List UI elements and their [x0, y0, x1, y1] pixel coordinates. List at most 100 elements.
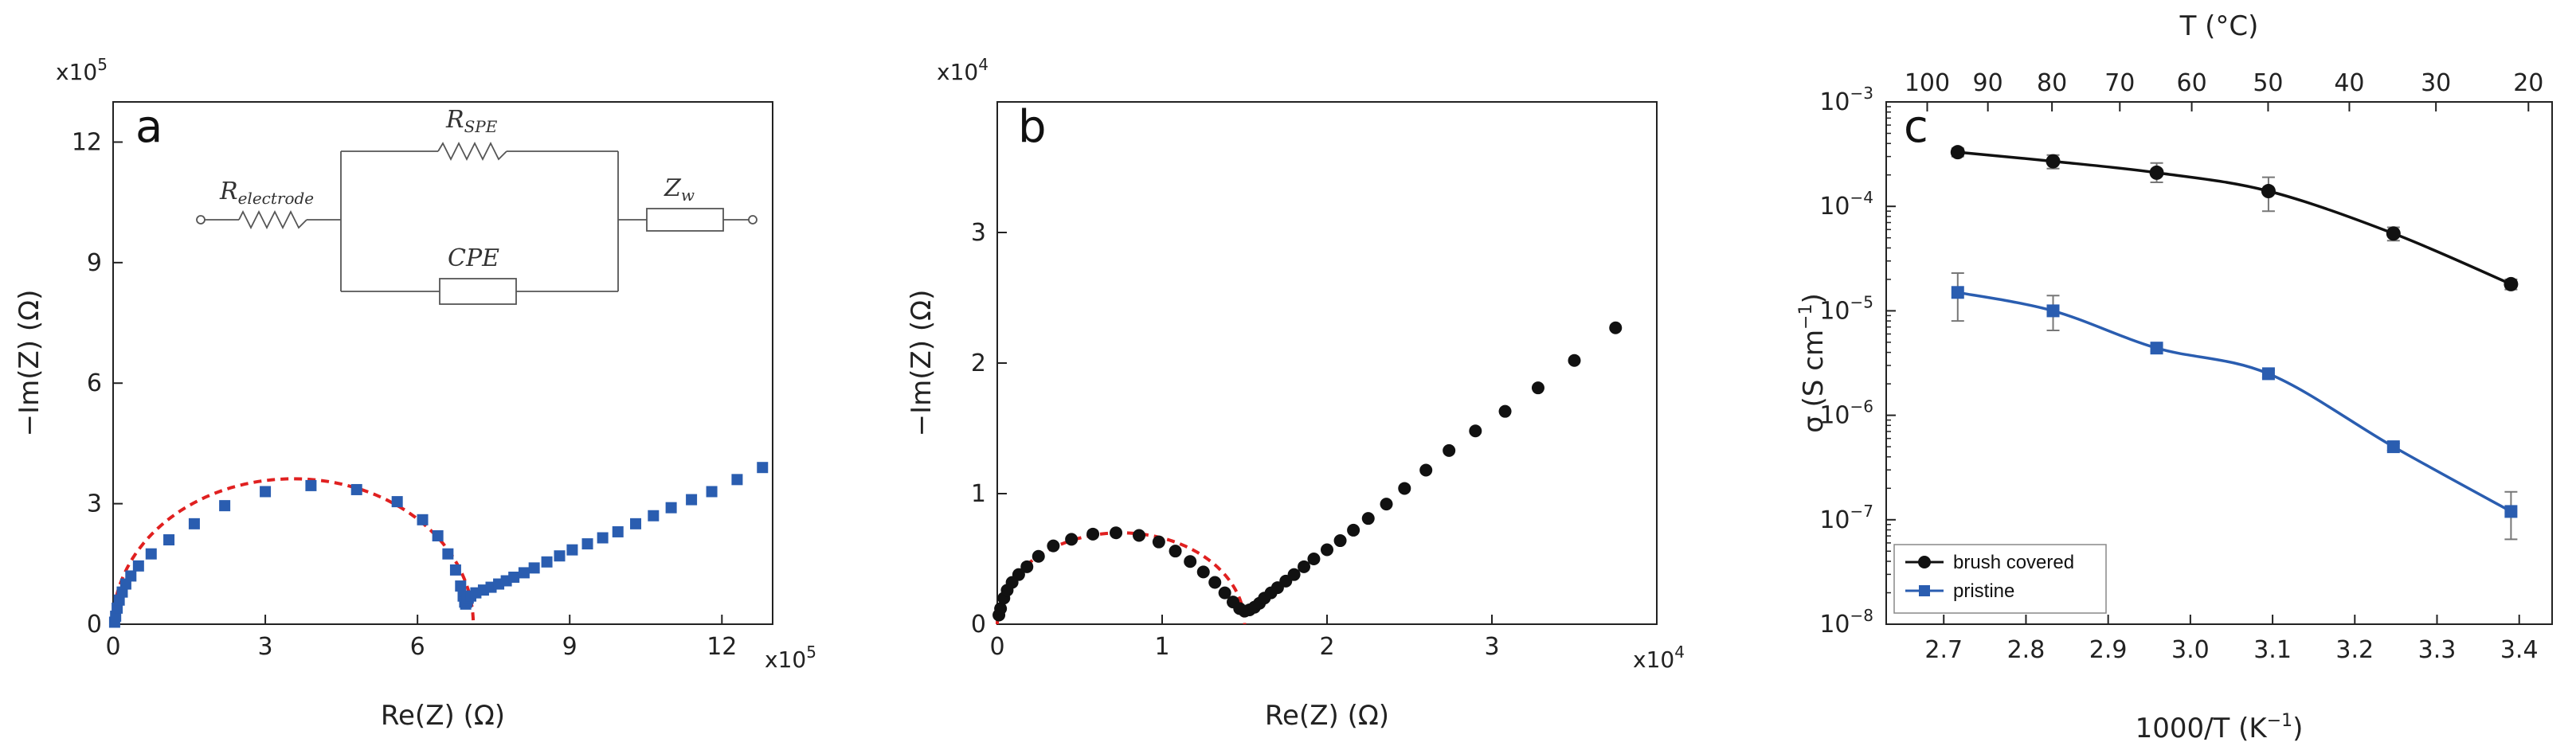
panel-c-pristine-point-0 [1951, 286, 1964, 299]
panel-a-ytick-label-4: 12 [72, 128, 102, 156]
panel-c-top-tick-label-0: 100 [1905, 69, 1950, 97]
panel-a-point-13 [305, 479, 317, 491]
panel-b-y-multiplier: x104 [937, 55, 989, 85]
panel-a-point-20 [455, 580, 467, 592]
panel-a-point-11 [219, 500, 231, 512]
panel-a-xtick-label-3: 9 [562, 633, 577, 661]
panel-b-point-17 [1208, 576, 1222, 589]
panel-a-point-18 [442, 548, 454, 560]
panel-a-point-37 [554, 550, 566, 562]
panel-b-point-9 [1065, 533, 1079, 546]
panel-b-label: b [1018, 101, 1047, 153]
panel-b-point-15 [1184, 555, 1197, 568]
panel-c-xtick-label-4: 3.1 [2253, 636, 2292, 664]
panel-b-point-44 [1609, 321, 1623, 334]
panel-b-point-11 [1110, 526, 1123, 540]
legend-marker-pristine [1919, 585, 1930, 596]
panel-a-ytick-label-3: 9 [87, 249, 102, 277]
legend-marker-brush [1918, 556, 1931, 568]
panel-b-point-31 [1307, 553, 1321, 565]
panel-b-point-13 [1152, 535, 1165, 549]
panel-c-ylabel: σ (S cm−1) [1796, 293, 1830, 433]
panel-b-point-41 [1498, 404, 1512, 418]
panel-c-ytick-label-1: 10−7 [1819, 502, 1873, 534]
panel-c-xtick-label-0: 2.7 [1924, 636, 1963, 664]
panel-a-xtick-label-4: 12 [707, 633, 737, 661]
panel-c-top-tick-label-6: 40 [2334, 69, 2364, 97]
panel-a-point-14 [350, 483, 362, 495]
panel-a-xlabel: Re(Z) (Ω) [381, 700, 505, 732]
label-zw: Zw [664, 174, 695, 205]
panel-c-chart: c T (°C) 1000/T (K−1) σ (S cm−1) brush c… [1796, 10, 2553, 744]
panel-c-top-tick-label-4: 60 [2176, 69, 2206, 97]
panel-c-brush-point-0 [1950, 145, 1965, 160]
panel-a-point-12 [260, 486, 272, 498]
circuit-terminal-left [196, 215, 206, 225]
panel-b-ylabel: −Im(Z) (Ω) [906, 290, 938, 437]
panel-b-xlabel: Re(Z) (Ω) [1265, 700, 1389, 732]
label-r-spe: RSPE [445, 106, 498, 136]
panel-c-ytick-label-0: 10−8 [1819, 606, 1873, 639]
resistor-electrode-symbol [238, 209, 307, 230]
panel-b-xtick-label-3: 3 [1484, 633, 1499, 661]
panel-c-top-xlabel: T (°C) [2179, 10, 2259, 42]
panel-c-frame [1885, 101, 2553, 625]
panel-b-point-7 [1032, 549, 1045, 563]
panel-a-point-33 [508, 571, 520, 583]
circuit-terminal-right [748, 215, 758, 225]
panel-c-ytick-label-2: 10−6 [1819, 397, 1873, 430]
panel-a-point-6 [125, 570, 137, 582]
panel-b-point-40 [1469, 424, 1482, 438]
panel-b-point-18 [1218, 586, 1231, 600]
panel-c-pristine-point-3 [2261, 367, 2275, 381]
panel-b-xtick-label-1: 1 [1154, 633, 1169, 661]
panel-c-pristine-point-4 [2386, 440, 2400, 454]
panel-b-chart: b x104 x104 Re(Z) (Ω) −Im(Z) (Ω) 0 1 2 3 0 1 2… [906, 55, 1685, 732]
legend-box [1893, 544, 2107, 614]
panel-c-ytick-label-4: 10−4 [1819, 188, 1873, 221]
panel-c-pristine-point-2 [2150, 342, 2163, 355]
panel-b-x-multiplier: x104 [1633, 643, 1685, 673]
panel-a-point-19 [449, 564, 461, 576]
panel-c-ytick-label-3: 10−5 [1819, 292, 1873, 325]
panel-b-point-1 [994, 602, 1008, 615]
panel-a-point-48 [757, 462, 769, 474]
panel-a-point-38 [566, 544, 578, 556]
panel-c-brush-point-5 [2504, 276, 2519, 291]
panel-c-xlabel: 1000/T (K−1) [2136, 711, 2304, 744]
panel-b-xtick-label-0: 0 [989, 633, 1004, 661]
label-cpe: CPE [448, 244, 499, 272]
panel-c-brush-point-3 [2261, 184, 2276, 199]
panel-c-pristine-point-1 [2046, 304, 2060, 318]
panel-a-point-47 [731, 474, 743, 486]
panel-b-point-35 [1361, 512, 1375, 525]
equivalent-circuit-diagram [196, 141, 758, 305]
panel-b-point-38 [1419, 463, 1433, 477]
panel-c-pristine-line [1957, 291, 2512, 513]
panel-c-brush-point-4 [2386, 226, 2401, 241]
panel-c-top-tick-label-5: 50 [2253, 69, 2283, 97]
panel-a-fit-curve [112, 477, 476, 625]
panel-c-xtick-label-3: 3.0 [2171, 636, 2210, 664]
panel-b-point-34 [1347, 523, 1360, 537]
panel-c-top-tick-label-2: 80 [2037, 69, 2067, 97]
panel-c-xtick-label-2: 2.9 [2089, 636, 2128, 664]
panel-b-point-32 [1321, 543, 1333, 557]
panel-a-point-41 [612, 525, 624, 537]
panel-b-point-39 [1443, 443, 1456, 457]
panel-a-point-42 [630, 518, 642, 529]
panel-a-point-8 [145, 548, 157, 560]
panel-a-point-10 [188, 518, 200, 529]
panel-a-point-36 [541, 556, 553, 568]
warburg-symbol [646, 208, 724, 232]
panel-a-point-43 [648, 510, 660, 521]
panel-a-point-45 [686, 494, 698, 506]
legend: brush covered pristine [1893, 544, 2107, 614]
resistor-spe-symbol [437, 141, 507, 162]
label-r-electrode: Relectrode [219, 178, 314, 208]
panel-b-point-6 [1020, 560, 1034, 573]
panel-a-ytick-label-2: 6 [87, 369, 102, 397]
panel-a-xtick-label-0: 0 [105, 633, 120, 661]
panel-b-point-10 [1086, 527, 1100, 541]
panel-a-frame [112, 101, 773, 625]
